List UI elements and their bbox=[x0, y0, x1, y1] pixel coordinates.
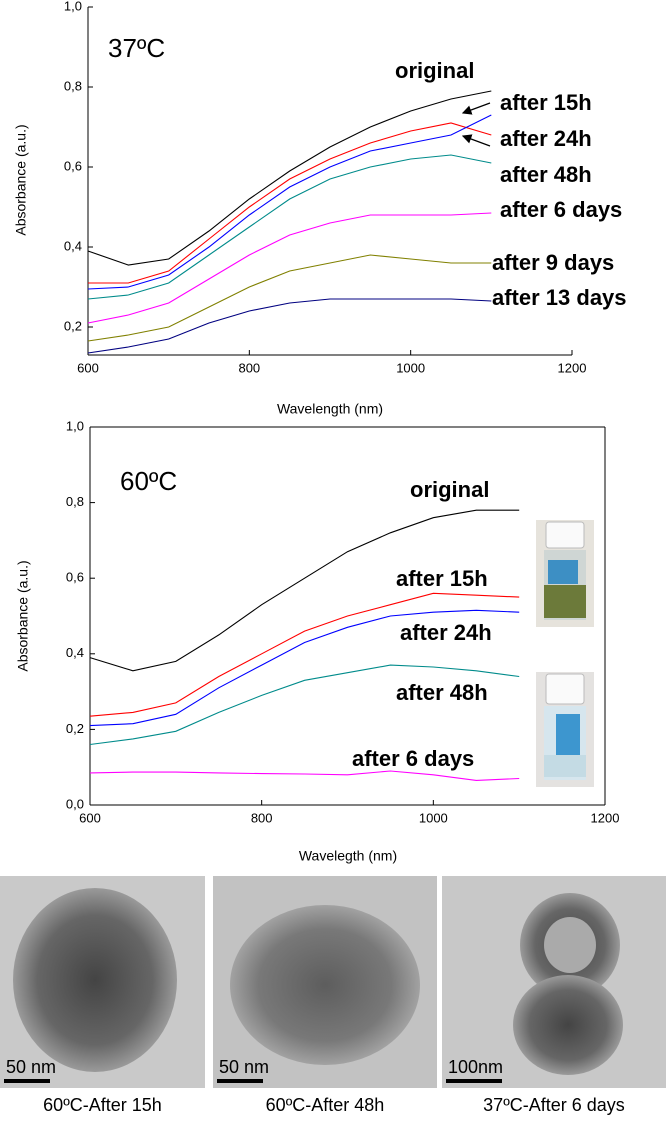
x-axis-title: Wavelength (nm) bbox=[277, 401, 383, 417]
vial-photo bbox=[536, 672, 594, 787]
caption: 60ºC-After 15h bbox=[43, 1095, 162, 1115]
data-line bbox=[88, 122, 492, 284]
x-tick-label: 1000 bbox=[396, 360, 425, 375]
caption: 37ºC-After 6 days bbox=[483, 1095, 625, 1115]
data-line bbox=[89, 509, 520, 672]
annotation: 60ºC bbox=[120, 466, 177, 496]
y-tick-label: 0,6 bbox=[64, 158, 82, 173]
x-tick-label: 1200 bbox=[591, 810, 620, 825]
data-line bbox=[87, 114, 492, 290]
y-tick-label: 1,0 bbox=[64, 0, 82, 13]
y-tick-label: 0,8 bbox=[64, 78, 82, 93]
scale-bar-label: 50 nm bbox=[219, 1057, 269, 1077]
series-label: after 6 days bbox=[500, 197, 622, 222]
data-line bbox=[87, 298, 492, 354]
scale-bar bbox=[4, 1079, 50, 1083]
series-label: original bbox=[410, 477, 489, 502]
data-line bbox=[87, 90, 492, 266]
scale-bar bbox=[217, 1079, 263, 1083]
y-tick-label: 0,4 bbox=[64, 238, 82, 253]
tem-image bbox=[0, 876, 205, 1088]
series-label: after 48h bbox=[396, 680, 488, 705]
series-label: after 13 days bbox=[492, 285, 627, 310]
series-label: after 9 days bbox=[492, 250, 614, 275]
data-line bbox=[87, 154, 492, 300]
series-label: after 6 days bbox=[352, 746, 474, 771]
x-axis-title: Wavelegth (nm) bbox=[299, 848, 397, 864]
x-tick-label: 600 bbox=[77, 360, 99, 375]
arrow bbox=[461, 102, 491, 115]
series-label: original bbox=[395, 58, 474, 83]
data-line bbox=[87, 254, 492, 342]
y-tick-label: 0,4 bbox=[66, 645, 84, 660]
y-tick-label: 0,2 bbox=[64, 318, 82, 333]
x-tick-label: 800 bbox=[238, 360, 260, 375]
y-axis-title: Absorbance (a.u.) bbox=[13, 124, 29, 235]
y-tick-label: 0,2 bbox=[66, 721, 84, 736]
y-tick-label: 1,0 bbox=[66, 418, 84, 433]
data-line bbox=[89, 592, 520, 717]
tem-image bbox=[442, 876, 666, 1088]
x-tick-label: 800 bbox=[251, 810, 273, 825]
scale-bar-label: 100nm bbox=[448, 1057, 503, 1077]
vial-photo bbox=[536, 520, 594, 627]
x-tick-label: 1000 bbox=[419, 810, 448, 825]
x-tick-label: 1200 bbox=[558, 360, 587, 375]
series-label: after 24h bbox=[500, 126, 592, 151]
data-line bbox=[89, 664, 520, 746]
scale-bar-label: 50 nm bbox=[6, 1057, 56, 1077]
y-tick-label: 0,0 bbox=[66, 796, 84, 811]
series-label: after 15h bbox=[500, 90, 592, 115]
scale-bar bbox=[446, 1079, 502, 1083]
annotation: 37ºC bbox=[108, 33, 165, 63]
series-label: after 48h bbox=[500, 162, 592, 187]
y-tick-label: 0,6 bbox=[66, 570, 84, 585]
data-line bbox=[89, 609, 520, 727]
caption: 60ºC-After 48h bbox=[266, 1095, 385, 1115]
y-tick-label: 0,8 bbox=[66, 494, 84, 509]
x-tick-label: 600 bbox=[79, 810, 101, 825]
y-axis-title: Absorbance (a.u.) bbox=[15, 560, 31, 671]
series-label: after 24h bbox=[400, 620, 492, 645]
series-label: after 15h bbox=[396, 566, 488, 591]
arrow bbox=[461, 134, 491, 147]
data-line bbox=[87, 212, 492, 324]
data-line bbox=[89, 770, 520, 781]
tem-image bbox=[213, 876, 437, 1088]
